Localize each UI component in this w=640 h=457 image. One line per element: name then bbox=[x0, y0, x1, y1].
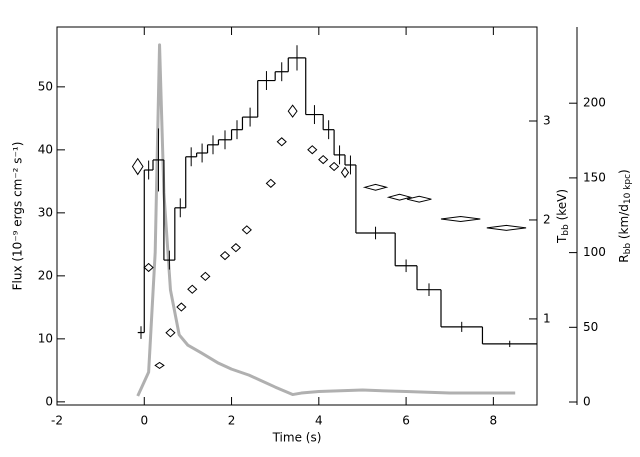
diamond bbox=[386, 193, 413, 201]
y3-tick-label: 200 bbox=[583, 96, 606, 110]
y2-axis-label: Tbb (keV) bbox=[555, 189, 571, 244]
diamond bbox=[440, 215, 481, 222]
label-part: bb bbox=[623, 243, 633, 255]
x-axis-label: Time (s) bbox=[272, 431, 322, 445]
y-tick-label: 40 bbox=[38, 142, 53, 156]
x-tick-label: 0 bbox=[140, 414, 148, 428]
x-tick-label: 6 bbox=[402, 414, 410, 428]
diamond bbox=[143, 262, 154, 273]
label-part: R bbox=[617, 254, 631, 262]
diamond bbox=[287, 104, 298, 118]
diamond bbox=[131, 157, 144, 176]
label-part: T bbox=[555, 235, 569, 244]
diamond bbox=[486, 224, 527, 231]
diamond bbox=[200, 271, 211, 281]
y-tick-label: 50 bbox=[38, 79, 53, 93]
y2-tick-label: 3 bbox=[543, 114, 551, 128]
label-part: bb bbox=[561, 224, 571, 236]
y2-tick-label: 2 bbox=[543, 212, 551, 226]
x-tick-label: -2 bbox=[51, 414, 63, 428]
y-axis-label: Flux (10⁻⁹ ergs cm⁻² s⁻¹) bbox=[11, 142, 25, 291]
y3-tick-label: 100 bbox=[583, 245, 606, 259]
diamond bbox=[265, 178, 276, 188]
y-tick-label: 0 bbox=[45, 394, 53, 408]
label-part: (keV) bbox=[555, 189, 569, 224]
diamond bbox=[328, 161, 340, 172]
plot-frame bbox=[56, 26, 538, 406]
diamond bbox=[154, 361, 165, 369]
diamond bbox=[307, 145, 318, 155]
diamond bbox=[165, 328, 176, 338]
x-tick-label: 4 bbox=[315, 414, 323, 428]
label-part: 10 kpc bbox=[623, 174, 633, 204]
diamond bbox=[230, 243, 242, 253]
y-tick-label: 30 bbox=[38, 205, 53, 219]
x-tick-label: 8 bbox=[490, 414, 498, 428]
diamond bbox=[340, 166, 350, 179]
diamond bbox=[219, 250, 231, 261]
y3-tick-label: 150 bbox=[583, 170, 606, 184]
y3-tick-label: 0 bbox=[583, 395, 591, 409]
y3-axis-label: Rbb (km/d10 kpc) bbox=[617, 169, 633, 262]
y-tick-label: 20 bbox=[38, 268, 53, 282]
x-tick-label: 2 bbox=[228, 414, 236, 428]
label-part: (km/d bbox=[617, 204, 631, 243]
diamond bbox=[318, 154, 329, 165]
y-tick-label: 10 bbox=[38, 331, 53, 345]
radius-curve bbox=[136, 43, 516, 397]
y2-tick-label: 1 bbox=[543, 311, 551, 325]
y3-tick-label: 50 bbox=[583, 320, 598, 334]
label-part: ) bbox=[617, 169, 631, 174]
diamond bbox=[187, 284, 198, 294]
diamond bbox=[241, 225, 252, 235]
diamond bbox=[406, 195, 432, 203]
diamond bbox=[362, 183, 389, 191]
diamond bbox=[176, 302, 187, 312]
diamond bbox=[276, 137, 287, 147]
